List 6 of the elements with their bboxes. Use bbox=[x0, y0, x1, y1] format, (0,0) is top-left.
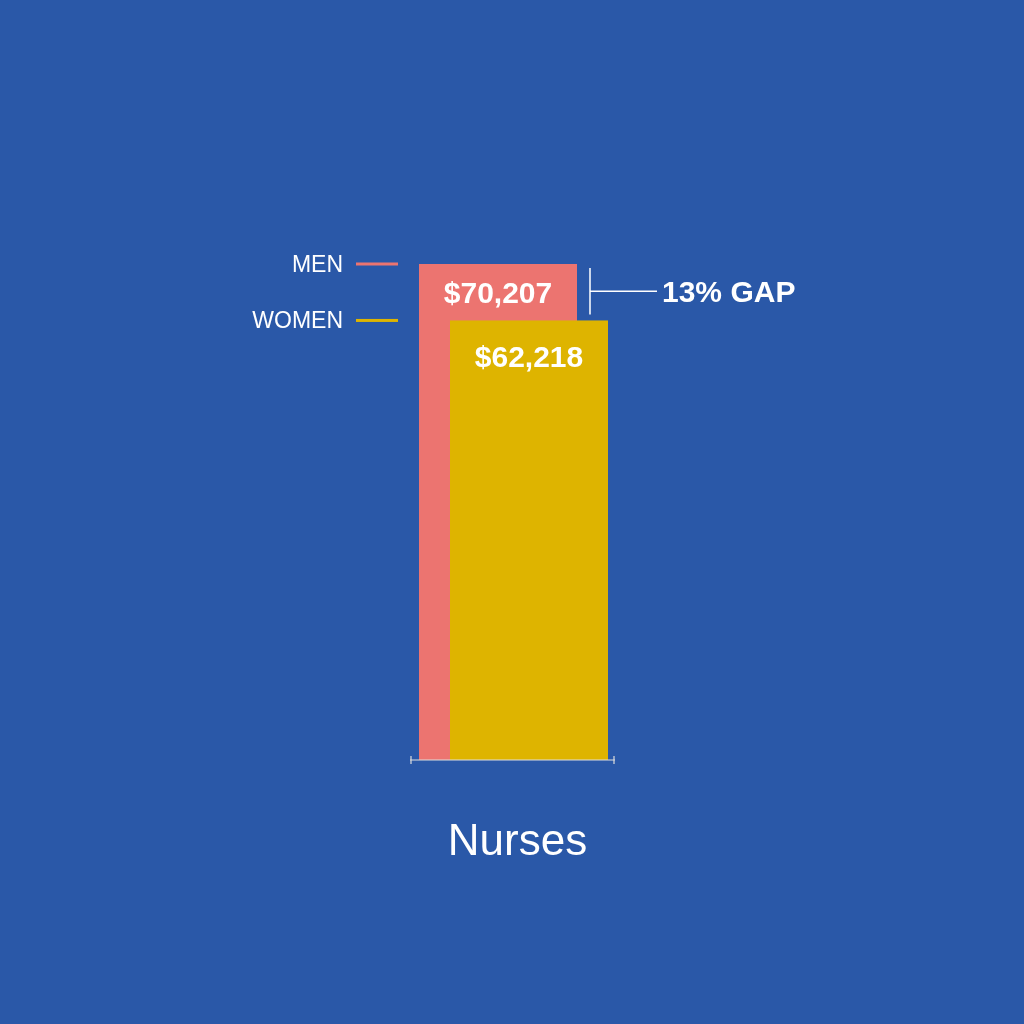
text: 13% GAP bbox=[662, 274, 796, 308]
x-tick-label: Nurses bbox=[447, 815, 588, 865]
legend-label: WOMEN bbox=[252, 307, 343, 334]
data-label: $62,218 bbox=[474, 339, 584, 373]
legend-label: MEN bbox=[291, 251, 343, 278]
data-label: $70,207 bbox=[443, 275, 553, 309]
